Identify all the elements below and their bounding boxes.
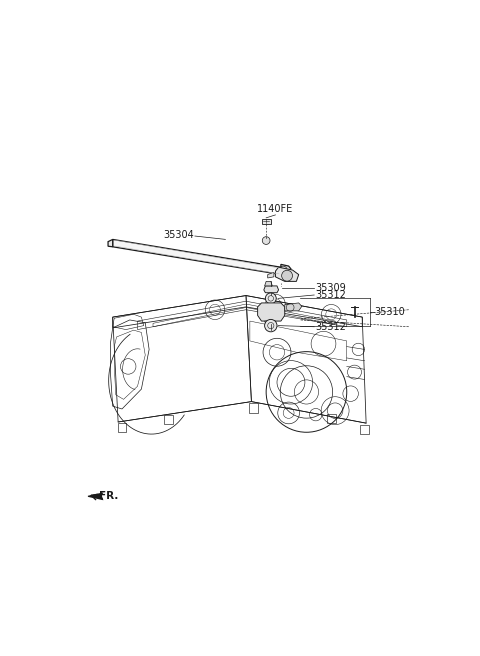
Text: 35312: 35312 [316, 290, 347, 300]
Circle shape [282, 270, 292, 281]
Text: 35309: 35309 [316, 283, 347, 293]
Polygon shape [262, 219, 271, 224]
Polygon shape [276, 267, 299, 281]
Text: FR.: FR. [99, 491, 118, 501]
Text: 1140FE: 1140FE [257, 204, 294, 214]
Text: 35310: 35310 [374, 307, 405, 317]
Polygon shape [268, 272, 274, 278]
Polygon shape [113, 239, 281, 275]
Polygon shape [264, 281, 272, 286]
Polygon shape [258, 303, 285, 321]
Polygon shape [264, 286, 278, 293]
Polygon shape [285, 303, 302, 311]
Polygon shape [264, 321, 276, 325]
Polygon shape [108, 239, 113, 247]
Text: 35304: 35304 [163, 230, 194, 240]
Circle shape [262, 237, 270, 245]
Text: 35312: 35312 [316, 321, 347, 332]
Polygon shape [88, 493, 103, 501]
Circle shape [265, 293, 276, 304]
Circle shape [264, 319, 277, 332]
Polygon shape [281, 264, 291, 275]
